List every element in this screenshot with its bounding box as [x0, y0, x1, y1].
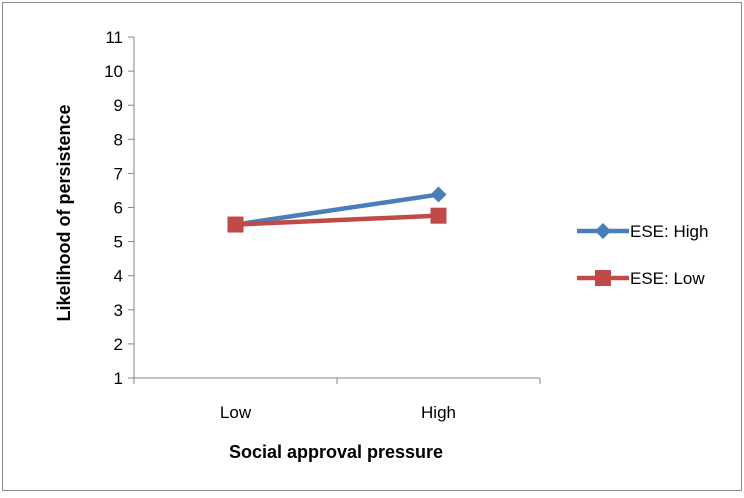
data-point-ese-low: [430, 207, 447, 224]
data-point-ese-low: [227, 216, 244, 233]
y-tick-label: 2: [114, 335, 123, 354]
legend: ESE: High ESE: Low: [577, 222, 708, 288]
data-point-ese-high: [430, 186, 447, 203]
x-tick-label: Low: [220, 403, 252, 422]
series-line-ese-low: [235, 213, 439, 227]
y-tick-label: 6: [114, 199, 123, 218]
legend-label-ese-high: ESE: High: [630, 222, 708, 241]
x-tick-label: High: [421, 403, 456, 422]
chart-border: [2, 2, 742, 491]
y-tick-label: 4: [114, 267, 123, 286]
legend-marker-ese-low: [595, 270, 611, 286]
y-tick-label: 1: [114, 369, 123, 388]
y-tick-label: 10: [104, 62, 123, 81]
y-tick-label: 5: [114, 233, 123, 252]
y-tick-label: 9: [114, 96, 123, 115]
y-tick-label: 11: [105, 28, 123, 47]
series-line-ese-high: [235, 192, 439, 227]
series-layer: [227, 186, 447, 233]
y-axis-title: Likelihood of persistence: [54, 104, 74, 321]
x-axis-title: Social approval pressure: [229, 442, 443, 462]
y-tick-label: 3: [114, 301, 123, 320]
legend-marker-ese-high: [595, 223, 611, 239]
legend-label-ese-low: ESE: Low: [630, 269, 705, 288]
x-axis: Low High: [133, 377, 541, 422]
y-tick-label: 8: [114, 130, 123, 149]
y-axis: 1 2 3 4 5 6 7 8 9 10 11: [104, 28, 135, 388]
y-tick-label: 7: [114, 164, 123, 183]
